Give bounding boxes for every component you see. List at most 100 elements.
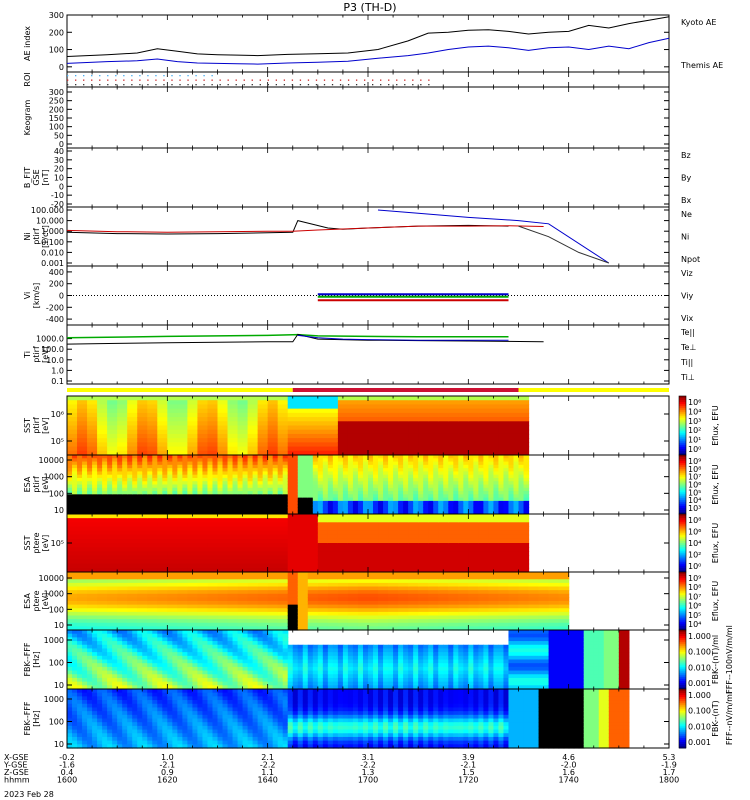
spectrogram-cell	[438, 500, 444, 505]
spectrogram-cell	[413, 497, 419, 502]
spectrogram-cell	[408, 586, 419, 591]
spectrogram-cell	[368, 425, 379, 431]
spectrogram-cell	[247, 494, 254, 499]
spectrogram-cell	[448, 538, 459, 544]
spectrogram-cell	[408, 547, 419, 552]
spectrogram-cell	[177, 604, 188, 609]
spectrogram-cell	[67, 543, 78, 548]
spectrogram-cell	[132, 685, 138, 690]
spectrogram-cell	[558, 597, 570, 602]
spectrogram-cell	[337, 551, 349, 557]
spectrogram-cell	[107, 425, 118, 431]
spectrogram-cell	[498, 626, 510, 631]
spectrogram-cell	[347, 507, 354, 512]
spectrogram-cell	[82, 474, 88, 479]
spectrogram-cell	[428, 622, 439, 627]
spectrogram-cell	[207, 575, 219, 580]
spectrogram-cell	[277, 487, 284, 492]
spectrogram-cell	[312, 471, 319, 476]
spectrogram-cell	[508, 494, 515, 499]
spectrogram-cell	[127, 494, 133, 499]
roi-dot	[131, 79, 133, 81]
spectrogram-cell	[327, 611, 339, 617]
spectrogram-cell	[147, 626, 158, 631]
colorbar-cell	[679, 474, 686, 478]
spectrogram-cell	[257, 586, 269, 591]
colorbar-cell	[679, 579, 686, 583]
spectrogram-cell	[97, 484, 103, 489]
spectrogram-cell	[418, 421, 429, 427]
spectrogram-cell	[247, 522, 259, 528]
spectrogram-cell	[267, 400, 279, 406]
spectrogram-cell	[342, 507, 349, 512]
colorbar-cell	[679, 488, 686, 491]
spectrogram-cell	[428, 425, 439, 431]
spectrogram-cell	[498, 474, 505, 479]
spectrogram-cell	[342, 500, 349, 505]
spectrogram-cell	[513, 477, 520, 482]
spectrogram-cell	[277, 412, 289, 418]
colorbar-cell	[679, 437, 686, 440]
spectrogram-cell	[357, 464, 364, 469]
spectrogram-cell	[122, 455, 128, 459]
spectrogram-cell	[408, 404, 419, 410]
spectrogram-cell	[388, 433, 399, 439]
spectrogram-cell	[508, 481, 515, 486]
spectrogram-cell	[77, 421, 88, 427]
spectrogram-cell	[307, 487, 314, 492]
spectrogram-cell	[403, 477, 409, 482]
roi-dot	[123, 84, 125, 86]
spectrogram-cell	[257, 522, 269, 528]
colorbar-cell	[679, 411, 686, 415]
spectrogram-cell	[147, 455, 153, 459]
spectrogram-cell	[297, 510, 304, 515]
colorbar-cell	[679, 543, 686, 546]
spectrogram-cell	[378, 446, 389, 452]
spectrogram-cell	[227, 547, 239, 552]
spectrogram-cell	[167, 450, 178, 456]
spectrogram-cell	[222, 494, 229, 499]
spectrogram-cell	[428, 626, 439, 631]
roi-dot	[291, 84, 294, 86]
roi-dot	[315, 84, 318, 86]
spectrogram-cell	[127, 404, 138, 410]
spectrogram-cell	[493, 474, 500, 479]
spectrogram-cell	[147, 601, 158, 606]
spectrogram-cell	[217, 608, 229, 613]
panel-frame-ti	[66, 324, 670, 385]
spectrogram-cell	[458, 534, 469, 540]
spectrogram-cell	[528, 604, 540, 609]
spectrogram-cell	[247, 510, 254, 515]
spectrogram-cell	[157, 543, 168, 548]
spectrogram-cell	[87, 670, 93, 675]
spectrogram-cell	[277, 400, 289, 406]
spectrogram-cell	[438, 615, 449, 620]
spectrogram-cell	[438, 526, 449, 532]
spectrogram-cell	[347, 458, 354, 463]
spectrogram-cell	[237, 590, 249, 595]
spectrogram-cell	[157, 538, 168, 544]
spectrogram-cell	[453, 500, 459, 505]
colorbar-cell	[679, 425, 686, 428]
spectrogram-cell	[107, 421, 118, 427]
spectrogram-cell	[172, 471, 178, 476]
spectrogram-cell	[388, 615, 399, 620]
spectrogram-cell	[362, 464, 369, 469]
spectrogram-cell	[72, 497, 78, 502]
spectrogram-cell	[187, 563, 199, 569]
spectrogram-cell	[388, 400, 399, 406]
spectrogram-cell	[187, 586, 199, 591]
colorbar-cell	[679, 441, 686, 444]
spectrogram-cell	[483, 500, 489, 505]
spectrogram-cell	[388, 491, 394, 495]
spectrogram-cell	[187, 491, 194, 495]
spectrogram-cell	[337, 400, 349, 406]
spectrogram-cell	[413, 494, 419, 499]
spectrogram-cell	[317, 458, 324, 463]
spectrogram-cell	[418, 622, 429, 627]
colorbar-cell	[679, 587, 686, 590]
spectrogram-cell	[463, 455, 469, 459]
spectrogram-cell	[177, 442, 188, 448]
spectrogram-cell	[217, 572, 229, 577]
spectrogram-cell	[157, 461, 163, 466]
